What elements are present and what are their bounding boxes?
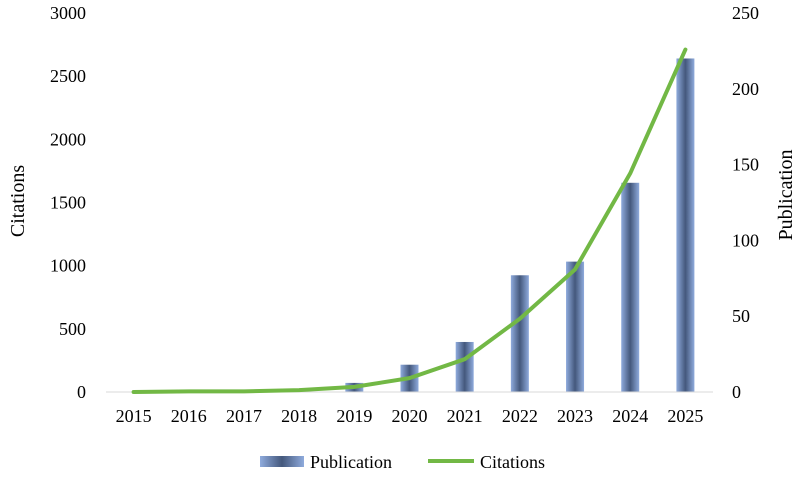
legend-citations-label: Citations bbox=[480, 452, 545, 472]
publication-bars bbox=[345, 58, 695, 392]
left-axis-ticks: 0 500 1000 1500 2000 2500 3000 bbox=[50, 3, 86, 402]
left-tick-label: 0 bbox=[77, 382, 86, 402]
x-tick-label: 2023 bbox=[557, 406, 593, 426]
x-axis-ticks: 2015 2016 2017 2018 2019 2020 2021 2022 2023 2024… bbox=[116, 406, 704, 426]
right-axis-ticks: 0 50 100 150 200 250 bbox=[732, 3, 759, 402]
left-axis-title: Citations bbox=[7, 165, 29, 237]
left-tick-label: 2000 bbox=[50, 129, 86, 149]
right-axis-title: Publication bbox=[775, 149, 797, 240]
left-tick-label: 500 bbox=[59, 319, 86, 339]
citations-line bbox=[131, 47, 688, 394]
publication-bar bbox=[621, 182, 640, 392]
publication-bar bbox=[566, 261, 585, 392]
x-tick-label: 2024 bbox=[612, 406, 648, 426]
left-tick-label: 1000 bbox=[50, 256, 86, 276]
left-tick-label: 3000 bbox=[50, 3, 86, 23]
x-tick-label: 2018 bbox=[281, 406, 317, 426]
right-tick-label: 50 bbox=[732, 306, 750, 326]
x-tick-label: 2025 bbox=[667, 406, 703, 426]
left-tick-label: 1500 bbox=[50, 193, 86, 213]
publication-bar bbox=[455, 341, 474, 392]
x-tick-label: 2022 bbox=[502, 406, 538, 426]
publication-bar bbox=[510, 275, 529, 392]
right-tick-label: 0 bbox=[732, 382, 741, 402]
x-tick-label: 2016 bbox=[171, 406, 207, 426]
publication-bar bbox=[676, 58, 695, 392]
legend-publication-swatch bbox=[260, 456, 304, 467]
x-tick-label: 2021 bbox=[447, 406, 483, 426]
x-tick-label: 2017 bbox=[226, 406, 262, 426]
right-tick-label: 200 bbox=[732, 79, 759, 99]
right-tick-label: 100 bbox=[732, 230, 759, 250]
right-tick-label: 250 bbox=[732, 3, 759, 23]
legend-publication-label: Publication bbox=[310, 452, 392, 472]
legend: Publication Citations bbox=[260, 452, 545, 472]
x-tick-label: 2015 bbox=[116, 406, 152, 426]
x-tick-label: 2019 bbox=[336, 406, 372, 426]
x-tick-label: 2020 bbox=[392, 406, 428, 426]
right-tick-label: 150 bbox=[732, 155, 759, 175]
left-tick-label: 2500 bbox=[50, 66, 86, 86]
